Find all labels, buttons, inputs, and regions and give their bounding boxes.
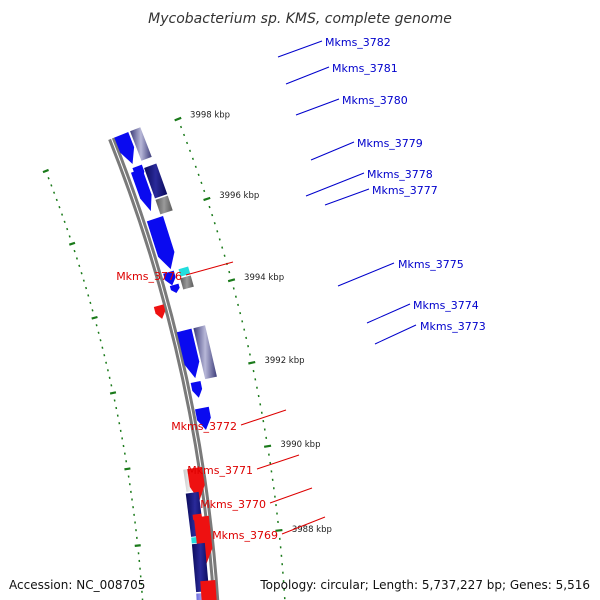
gene-leader-line bbox=[285, 66, 330, 85]
topology-text: Topology: circular; Length: 5,737,227 bp… bbox=[260, 578, 590, 592]
gene-leader-line bbox=[366, 303, 411, 324]
tick-mark bbox=[42, 168, 49, 174]
tick-mark bbox=[183, 133, 186, 137]
gene-leader-line bbox=[295, 98, 340, 116]
gene-feature bbox=[190, 380, 203, 398]
kbp-tick-label: 3994 kbp bbox=[244, 273, 284, 283]
tick-mark bbox=[203, 196, 211, 202]
gene-leader-line bbox=[374, 324, 417, 345]
gene-feature bbox=[130, 168, 152, 212]
gene-label[interactable]: Mkms_3777 bbox=[372, 184, 438, 197]
gene-leader-line bbox=[310, 141, 355, 161]
gene-leader-line bbox=[256, 454, 300, 470]
kbp-tick-label: 3992 kbp bbox=[264, 356, 304, 366]
tick-mark bbox=[50, 184, 53, 187]
backbone-arc bbox=[108, 138, 216, 600]
gene-feature bbox=[146, 215, 175, 270]
accession-text: Accession: NC_008705 bbox=[9, 578, 146, 592]
gene-feature bbox=[130, 127, 152, 161]
kbp-tick-label: 3998 kbp bbox=[190, 110, 230, 120]
tick-mark bbox=[227, 278, 236, 283]
tick-mark bbox=[55, 198, 58, 202]
gene-feature bbox=[195, 406, 211, 430]
gene-leader-line bbox=[337, 262, 395, 287]
backbone-arc bbox=[111, 137, 220, 600]
tick-mark bbox=[275, 528, 283, 532]
gene-label[interactable]: Mkms_3775 bbox=[398, 258, 464, 271]
tick-mark bbox=[61, 213, 64, 216]
gene-feature bbox=[180, 275, 194, 290]
tick-mark bbox=[53, 191, 56, 194]
tick-mark bbox=[188, 149, 192, 153]
gene-feature bbox=[191, 542, 210, 593]
gene-label[interactable]: Mkms_3771 bbox=[187, 464, 253, 477]
gene-label[interactable]: Mkms_3772 bbox=[171, 420, 237, 433]
kbp-tick-label: 3996 kbp bbox=[219, 191, 259, 201]
kbp-tick-label: 3988 kbp bbox=[292, 525, 332, 535]
gene-feature bbox=[193, 325, 217, 380]
gene-feature bbox=[193, 515, 213, 565]
tick-marks: 3998 kbp 3996 kbp 3994 kbp 3992 kbp 3990 kbp… bbox=[42, 110, 332, 600]
tick-mark bbox=[134, 544, 141, 547]
tick-mark bbox=[263, 444, 272, 448]
gene-label[interactable]: Mkms_3774 bbox=[413, 299, 479, 312]
gene-feature bbox=[178, 266, 191, 277]
gene-leader-line bbox=[269, 487, 313, 504]
tick-mark bbox=[191, 157, 194, 161]
gene-label[interactable]: Mkms_3770 bbox=[200, 498, 266, 511]
gene-feature bbox=[187, 466, 205, 501]
map-title: Mycobacterium sp. KMS, complete genome bbox=[148, 11, 452, 27]
tick-mark bbox=[248, 360, 256, 365]
gene-label[interactable]: Mkms_3773 bbox=[420, 320, 486, 333]
gene-leader-line bbox=[185, 261, 234, 276]
tick-mark bbox=[91, 315, 98, 320]
tick-mark bbox=[174, 116, 182, 122]
gene-feature bbox=[155, 195, 173, 215]
gene-feature bbox=[114, 132, 135, 165]
tick-mark bbox=[109, 391, 117, 395]
gene-label[interactable]: Mkms_3778 bbox=[367, 168, 433, 181]
gene-features bbox=[114, 127, 217, 600]
tick-mark bbox=[194, 165, 197, 169]
gene-label[interactable]: Mkms_3781 bbox=[332, 62, 398, 75]
tick-mark bbox=[58, 206, 61, 209]
gene-feature bbox=[163, 270, 176, 286]
gene-feature bbox=[200, 580, 217, 600]
gene-leader-line bbox=[281, 516, 326, 535]
gene-label[interactable]: Mkms_3780 bbox=[342, 94, 408, 107]
tick-mark bbox=[68, 241, 76, 246]
gene-label[interactable]: Mkms_3776 bbox=[116, 270, 182, 283]
gene-leader-line bbox=[305, 172, 365, 197]
tick-mark bbox=[124, 467, 131, 471]
gene-feature bbox=[169, 283, 180, 293]
gene-feature bbox=[153, 304, 166, 319]
tick-mark bbox=[186, 141, 189, 145]
tick-mark bbox=[47, 177, 50, 180]
gene-leader-line bbox=[240, 409, 287, 426]
tick-mark bbox=[179, 125, 183, 129]
kbp-tick-label: 3990 kbp bbox=[280, 440, 320, 450]
gene-label[interactable]: Mkms_3769 bbox=[212, 529, 278, 542]
gene-labels: Mkms_3782 Mkms_3781 Mkms_3780 Mkms_3779 Mkms… bbox=[116, 36, 486, 542]
gene-feature bbox=[144, 163, 168, 199]
gene-leader-line bbox=[277, 40, 323, 58]
gene-feature bbox=[176, 328, 200, 379]
gene-leader-line bbox=[324, 188, 370, 206]
gene-label[interactable]: Mkms_3782 bbox=[325, 36, 391, 49]
genome-backbone bbox=[108, 137, 220, 600]
gene-label[interactable]: Mkms_3779 bbox=[357, 137, 423, 150]
